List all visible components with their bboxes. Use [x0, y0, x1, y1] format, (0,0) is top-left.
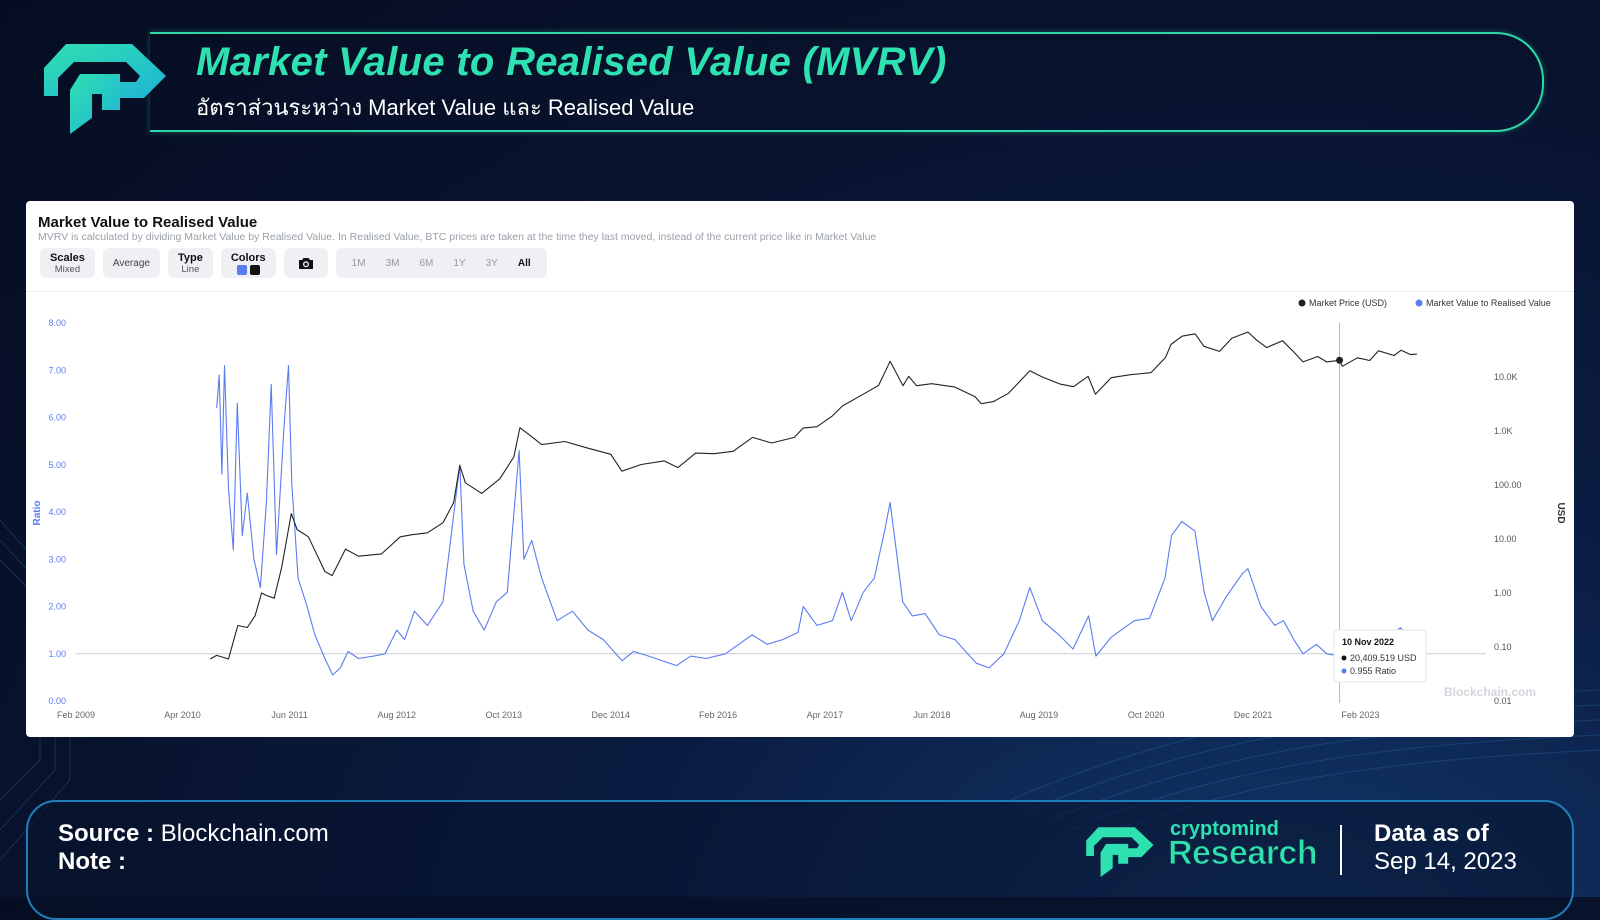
x-tick-label: Oct 2020 — [1128, 710, 1165, 720]
x-tick-label: Feb 2023 — [1341, 710, 1379, 720]
x-tick-label: Apr 2017 — [807, 710, 844, 720]
average-button[interactable]: Average — [102, 248, 160, 278]
y2-tick-label: 1.00 — [1494, 588, 1512, 598]
header-frame — [150, 32, 1544, 132]
y-tick-label: 4.00 — [48, 507, 66, 517]
tooltip-ratio: 0.955 Ratio — [1350, 666, 1396, 676]
y2-tick-label: 0.01 — [1494, 696, 1512, 706]
y-tick-label: 6.00 — [48, 413, 66, 423]
data-as-of-label: Data as of — [1374, 820, 1489, 847]
data-as-of-date: Sep 14, 2023 — [1374, 848, 1517, 875]
crosshair-price-dot — [1336, 356, 1344, 364]
chart-title: Market Value to Realised Value — [38, 214, 258, 231]
y2-tick-label: 1.0K — [1494, 426, 1513, 436]
x-tick-label: Oct 2013 — [486, 710, 523, 720]
brand-name: cryptomind — [1170, 818, 1279, 840]
range-1m[interactable]: 1M — [351, 257, 366, 269]
toolbar-divider — [26, 291, 1574, 292]
range-3m[interactable]: 3M — [385, 257, 400, 269]
type-button[interactable]: Type Line — [167, 248, 213, 278]
x-tick-label: Feb 2009 — [57, 710, 95, 720]
cryptomind-logo-icon — [44, 44, 166, 134]
y2-tick-label: 10.0K — [1494, 372, 1518, 382]
blockchain-watermark: Blockchain.com — [1444, 685, 1536, 699]
type-value: Line — [181, 263, 200, 275]
price-series-line — [209, 331, 1417, 660]
x-tick-label: Dec 2021 — [1234, 710, 1273, 720]
colors-button[interactable]: Colors — [220, 248, 276, 278]
y-tick-label: 1.00 — [48, 649, 66, 659]
ratio-color-swatch — [236, 264, 247, 275]
brand-research: Research — [1167, 834, 1318, 873]
y2-tick-label: 0.10 — [1494, 642, 1512, 652]
x-tick-label: Aug 2019 — [1020, 710, 1059, 720]
y-tick-label: 7.00 — [48, 365, 66, 375]
tooltip-ratio-marker — [1341, 668, 1347, 674]
chart-panel: Market Value to Realised Value MVRV is c… — [26, 201, 1574, 737]
page-title: Market Value to Realised Value (MVRV) — [196, 40, 947, 84]
tooltip-price-marker — [1341, 655, 1347, 661]
y2-axis-label: USD — [1555, 502, 1566, 523]
time-range-selector: 1M 3M 6M 1Y 3Y All — [335, 248, 547, 278]
y-axis-label: Ratio — [32, 501, 43, 526]
scales-button[interactable]: Scales Mixed — [40, 248, 95, 278]
legend-ratio-label: Market Value to Realised Value — [1426, 298, 1551, 308]
chart-toolbar: Scales Mixed Average Type Line Colors 1M… — [40, 248, 547, 278]
y2-tick-label: 100.00 — [1494, 480, 1522, 490]
scales-value: Mixed — [54, 263, 81, 275]
legend-ratio-marker — [1415, 299, 1423, 307]
tooltip-date: 10 Nov 2022 — [1342, 637, 1394, 647]
tooltip-price: 20,409.519 USD — [1350, 653, 1417, 663]
y2-tick-label: 10.00 — [1494, 534, 1517, 544]
colors-label: Colors — [230, 251, 266, 264]
tooltip-box — [1333, 629, 1427, 683]
note-label: Note : — [58, 848, 126, 875]
x-tick-label: Feb 2016 — [699, 710, 737, 720]
x-tick-label: Jun 2018 — [913, 710, 950, 720]
x-tick-label: Aug 2012 — [378, 710, 417, 720]
range-3y[interactable]: 3Y — [485, 257, 498, 269]
footer-separator — [1340, 825, 1342, 875]
y-tick-label: 8.00 — [48, 318, 66, 328]
range-all[interactable]: All — [517, 257, 531, 269]
page-subtitle: อัตราส่วนระหว่าง Market Value และ Realis… — [196, 95, 695, 120]
camera-icon — [298, 257, 313, 269]
ratio-series-line — [216, 364, 1418, 676]
price-color-swatch — [249, 264, 260, 275]
y-tick-label: 2.00 — [48, 602, 66, 612]
source-value: Blockchain.com — [160, 820, 329, 847]
y-tick-label: 5.00 — [48, 460, 66, 470]
x-tick-label: Dec 2014 — [592, 710, 631, 720]
range-6m[interactable]: 6M — [419, 257, 434, 269]
source-label: Source : — [58, 820, 155, 847]
type-label: Type — [177, 251, 203, 264]
note-line: Note : — [58, 848, 126, 876]
range-1y[interactable]: 1Y — [453, 257, 466, 269]
x-tick-label: Apr 2010 — [164, 710, 201, 720]
y-tick-label: 0.00 — [48, 696, 66, 706]
scales-label: Scales — [50, 251, 85, 264]
chart-description: MVRV is calculated by dividing Market Va… — [38, 231, 877, 243]
mvrv-chart: 0.00 1.00 2.00 3.00 4.00 5.00 6.00 7.00 8.00 0.01… — [32, 298, 1566, 720]
source-line: Source : Blockchain.com — [58, 820, 329, 848]
brand-logo-icon — [1086, 827, 1154, 877]
legend-price-label: Market Price (USD) — [1309, 298, 1387, 308]
average-label: Average — [112, 257, 150, 269]
screenshot-button[interactable] — [283, 248, 328, 278]
legend-price-marker — [1298, 299, 1306, 307]
x-tick-label: Jun 2011 — [271, 710, 307, 720]
y-tick-label: 3.00 — [48, 554, 66, 564]
